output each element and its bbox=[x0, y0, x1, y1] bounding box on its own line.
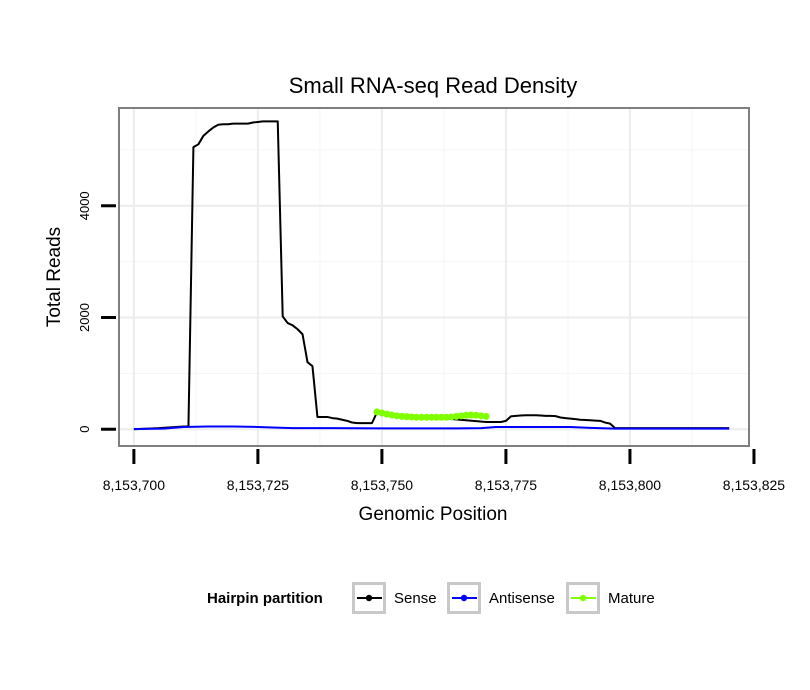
series-point-mature bbox=[442, 413, 450, 421]
series-point-mature bbox=[408, 413, 416, 421]
legend: Hairpin partition Sense Antisense Mature bbox=[207, 582, 655, 614]
plot-border bbox=[118, 107, 750, 447]
plot-background bbox=[119, 108, 749, 446]
series-point-mature bbox=[403, 413, 411, 421]
x-tick-label: 8,153,700 bbox=[103, 477, 165, 493]
legend-entries: Sense Antisense Mature bbox=[352, 582, 655, 614]
series-point-mature bbox=[413, 413, 421, 421]
series-point-mature bbox=[467, 411, 475, 419]
legend-dot-sense bbox=[365, 594, 373, 602]
x-tick-label: 8,153,750 bbox=[351, 477, 413, 493]
legend-label-mature: Mature bbox=[608, 590, 655, 607]
x-axis-label: Genomic Position bbox=[359, 504, 508, 525]
y-tick-label: 0 bbox=[77, 426, 92, 433]
legend-dot-mature bbox=[579, 594, 587, 602]
series-point-mature bbox=[418, 413, 426, 421]
series-point-mature bbox=[437, 413, 445, 421]
legend-title: Hairpin partition bbox=[207, 590, 323, 607]
series-point-mature bbox=[398, 412, 406, 420]
series-point-mature bbox=[482, 412, 490, 420]
series-layer bbox=[133, 120, 730, 431]
x-tick-label: 8,153,775 bbox=[475, 477, 537, 493]
legend-dot-antisense bbox=[460, 594, 468, 602]
series-line-sense bbox=[133, 120, 730, 431]
series-point-mature bbox=[428, 413, 436, 421]
series-point-mature bbox=[432, 413, 440, 421]
y-tick-label: 2000 bbox=[77, 303, 92, 332]
y-axis: 0 2000 4000 bbox=[77, 191, 116, 433]
x-tick-label: 8,153,800 bbox=[599, 477, 661, 493]
legend-label-antisense: Antisense bbox=[489, 590, 555, 607]
series-line-antisense bbox=[133, 425, 730, 430]
series-point-mature bbox=[462, 411, 470, 419]
y-axis-label: Total Reads bbox=[44, 227, 65, 327]
series-point-mature bbox=[423, 413, 431, 421]
minor-gridlines bbox=[119, 108, 749, 446]
chart-title: Small RNA-seq Read Density bbox=[289, 73, 578, 98]
y-tick-label: 4000 bbox=[77, 191, 92, 220]
x-tick-label: 8,153,825 bbox=[723, 477, 785, 493]
x-tick-label: 8,153,725 bbox=[227, 477, 289, 493]
legend-label-sense: Sense bbox=[394, 590, 437, 607]
plot-panel bbox=[118, 107, 750, 447]
x-axis: 8,153,700 8,153,725 8,153,750 8,153,775 8,15… bbox=[103, 449, 785, 493]
